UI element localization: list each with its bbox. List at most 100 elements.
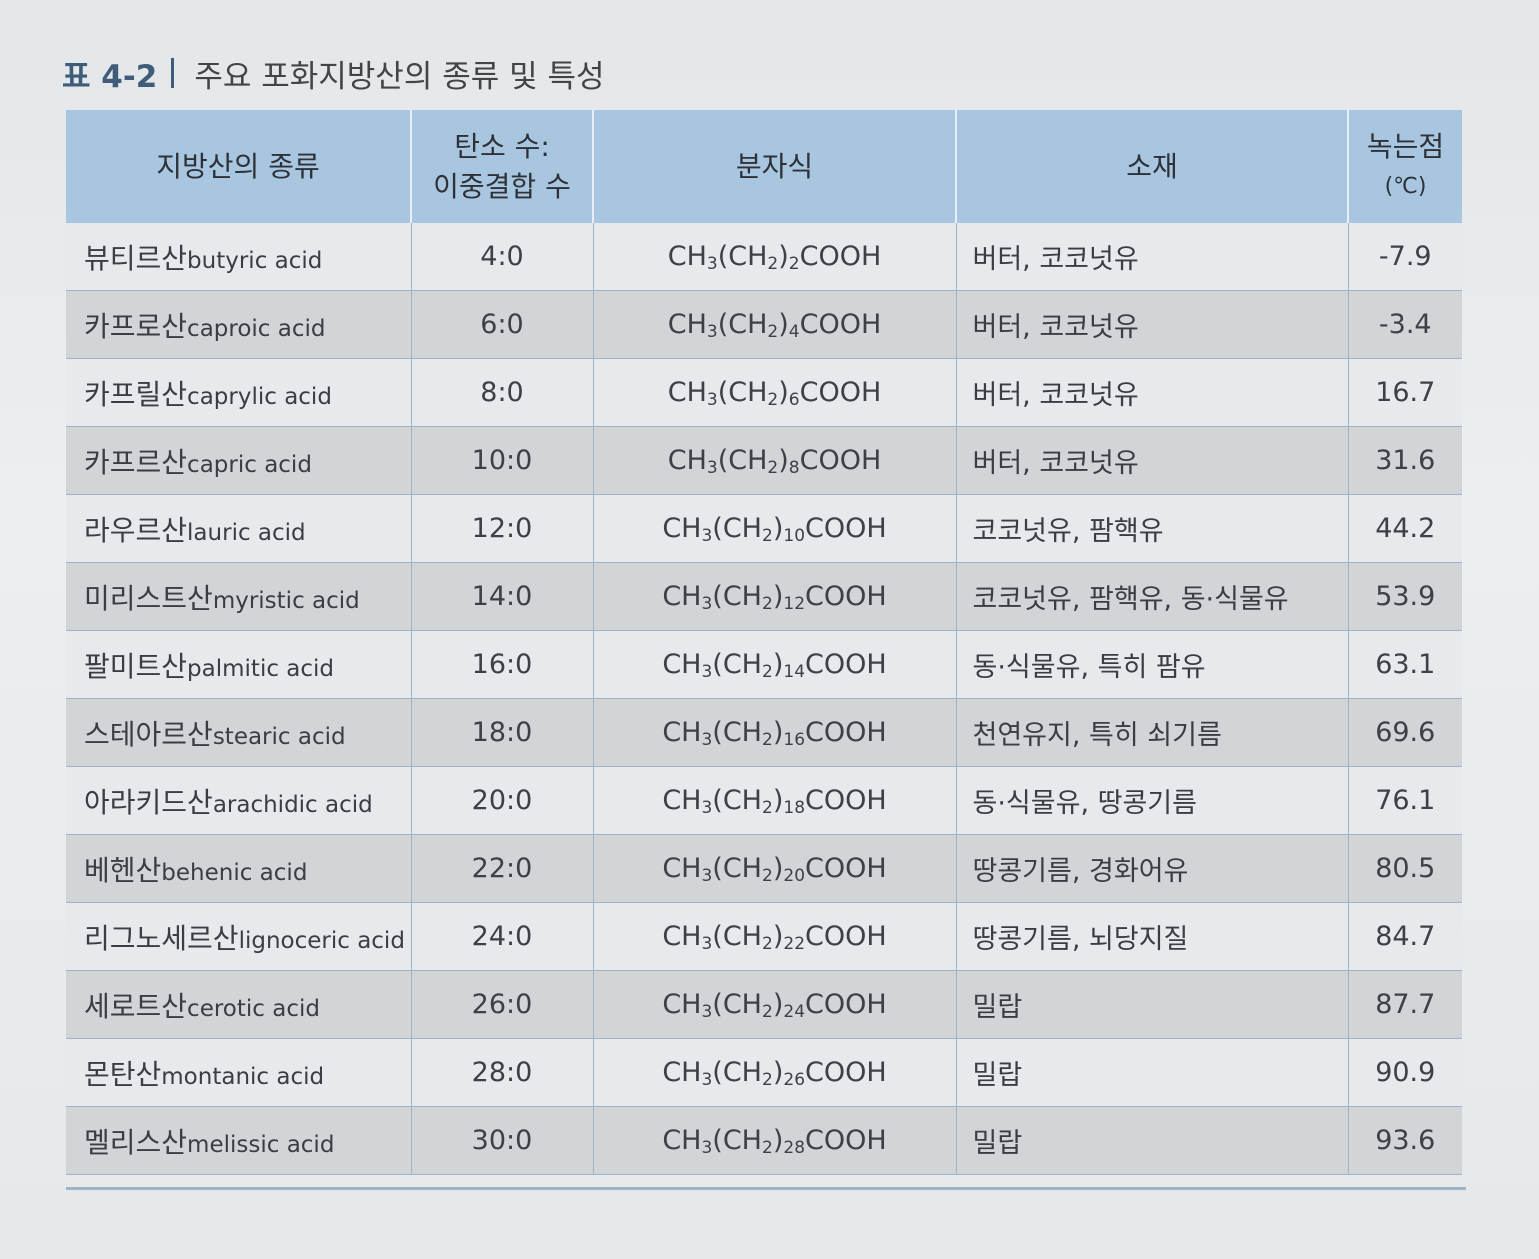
cell-carbon-ratio: 6:0: [411, 290, 594, 359]
table-row: 라우르산lauric acid 12:0 CH3(CH2)10COOH 코코넛유, 팜…: [66, 494, 1462, 563]
table-header-row: 지방산의 종류 탄소 수: 이중결합 수 분자식 소재 녹는점 (℃): [66, 110, 1462, 223]
cell-source: 동·식물유, 특히 팜유: [956, 630, 1349, 699]
acid-english-name: myristic acid: [212, 587, 360, 614]
cell-molecular-formula: CH3(CH2)16COOH: [593, 698, 957, 767]
formula-chain-subscript: 28: [783, 1138, 806, 1158]
formula-chain-subscript: 8: [788, 458, 800, 478]
cell-melting-point: 90.9: [1348, 1038, 1462, 1107]
cell-source: 코코넛유, 팜핵유: [956, 494, 1349, 563]
acid-english-name: butyric acid: [187, 247, 323, 274]
cell-carbon-ratio: 30:0: [411, 1106, 594, 1175]
formula-subscript: 3: [701, 594, 713, 614]
cell-molecular-formula: CH3(CH2)14COOH: [593, 630, 957, 699]
caption-divider: [171, 58, 175, 88]
fatty-acid-table: 지방산의 종류 탄소 수: 이중결합 수 분자식 소재 녹는점 (℃) 뷰티르산…: [66, 110, 1462, 1175]
cell-source: 천연유지, 특히 쇠기름: [956, 698, 1349, 767]
formula-chain-subscript: 10: [783, 526, 806, 546]
formula-chain-subscript: 22: [783, 934, 806, 954]
formula-subscript: 3: [701, 934, 713, 954]
acid-korean-name: 카프로산: [84, 309, 188, 343]
cell-acid-name: 카프르산capric acid: [66, 426, 412, 495]
table-row: 베헨산behenic acid 22:0 CH3(CH2)20COOH 땅콩기름, 경…: [66, 834, 1462, 903]
formula-subscript: 2: [762, 934, 773, 954]
header-melting-point: 녹는점 (℃): [1348, 110, 1462, 223]
header-carbon: 탄소 수: 이중결합 수: [411, 110, 594, 223]
formula-chain-subscript: 4: [788, 322, 800, 342]
cell-molecular-formula: CH3(CH2)2COOH: [593, 223, 957, 291]
formula-subscript: 3: [701, 730, 713, 750]
formula-subscript: 2: [762, 866, 773, 886]
acid-english-name: behenic acid: [161, 859, 308, 886]
cell-melting-point: 84.7: [1348, 902, 1462, 971]
formula-subscript: 2: [767, 390, 779, 410]
cell-melting-point: 31.6: [1348, 426, 1462, 495]
cell-carbon-ratio: 10:0: [411, 426, 594, 495]
formula-subscript: 3: [701, 1002, 713, 1022]
table-row: 아라키드산arachidic acid 20:0 CH3(CH2)18COOH 동·식…: [66, 766, 1462, 835]
cell-carbon-ratio: 14:0: [411, 562, 594, 631]
acid-english-name: palmitic acid: [187, 655, 335, 682]
acid-korean-name: 카프릴산: [84, 377, 188, 411]
cell-molecular-formula: CH3(CH2)12COOH: [593, 562, 957, 631]
table-row: 팔미트산palmitic acid 16:0 CH3(CH2)14COOH 동·식물유…: [66, 630, 1462, 699]
cell-molecular-formula: CH3(CH2)6COOH: [593, 358, 957, 427]
table-row: 멜리스산melissic acid 30:0 CH3(CH2)28COOH 밀랍 93.…: [66, 1106, 1462, 1175]
cell-carbon-ratio: 16:0: [411, 630, 594, 699]
formula-chain-subscript: 14: [783, 662, 806, 682]
cell-carbon-ratio: 18:0: [411, 698, 594, 767]
cell-carbon-ratio: 28:0: [411, 1038, 594, 1107]
formula-subscript: 2: [762, 662, 773, 682]
acid-korean-name: 라우르산: [84, 513, 188, 547]
cell-acid-name: 멜리스산melissic acid: [66, 1106, 412, 1175]
table-title: 주요 포화지방산의 종류 및 특성: [194, 58, 605, 95]
formula-chain-subscript: 12: [783, 594, 806, 614]
cell-source: 땅콩기름, 경화어유: [956, 834, 1349, 903]
cell-acid-name: 카프로산caproic acid: [66, 290, 412, 359]
acid-english-name: caproic acid: [187, 315, 326, 342]
formula-chain-subscript: 16: [783, 730, 806, 750]
cell-acid-name: 미리스트산myristic acid: [66, 562, 412, 631]
table-row: 스테아르산stearic acid 18:0 CH3(CH2)16COOH 천연유지,…: [66, 698, 1462, 767]
acid-korean-name: 베헨산: [84, 853, 162, 887]
formula-subscript: 2: [762, 730, 773, 750]
header-mp-line2: (℃): [1384, 173, 1427, 199]
cell-acid-name: 아라키드산arachidic acid: [66, 766, 412, 835]
formula-subscript: 3: [701, 798, 713, 818]
cell-source: 땅콩기름, 뇌당지질: [956, 902, 1349, 971]
cell-melting-point: 69.6: [1348, 698, 1462, 767]
cell-carbon-ratio: 8:0: [411, 358, 594, 427]
cell-source: 버터, 코코넛유: [956, 426, 1349, 495]
acid-korean-name: 팔미트산: [84, 649, 188, 683]
cell-source: 밀랍: [956, 970, 1349, 1039]
cell-source: 밀랍: [956, 1106, 1349, 1175]
acid-korean-name: 카프르산: [84, 445, 188, 479]
acid-english-name: stearic acid: [212, 723, 346, 750]
table-row: 리그노세르산lignoceric acid 24:0 CH3(CH2)22COOH 땅…: [66, 902, 1462, 971]
cell-melting-point: 93.6: [1348, 1106, 1462, 1175]
formula-chain-subscript: 2: [788, 254, 800, 274]
cell-molecular-formula: CH3(CH2)4COOH: [593, 290, 957, 359]
table-bottom-rule: [66, 1187, 1466, 1190]
cell-molecular-formula: CH3(CH2)24COOH: [593, 970, 957, 1039]
formula-subscript: 2: [762, 1138, 773, 1158]
formula-subscript: 3: [706, 254, 718, 274]
header-carbon-line2: 이중결합 수: [433, 169, 571, 203]
formula-subscript: 2: [762, 594, 773, 614]
formula-subscript: 3: [706, 322, 718, 342]
cell-melting-point: 44.2: [1348, 494, 1462, 563]
table-body: 뷰티르산butyric acid 4:0 CH3(CH2)2COOH 버터, 코코넛유…: [66, 223, 1462, 1175]
table-row: 카프릴산caprylic acid 8:0 CH3(CH2)6COOH 버터, 코코넛…: [66, 358, 1462, 427]
acid-english-name: lauric acid: [187, 519, 306, 546]
cell-melting-point: 76.1: [1348, 766, 1462, 835]
table-caption: 표 4-2 주요 포화지방산의 종류 및 특성: [62, 48, 605, 98]
table-row: 뷰티르산butyric acid 4:0 CH3(CH2)2COOH 버터, 코코넛유…: [66, 223, 1462, 291]
acid-english-name: arachidic acid: [212, 791, 373, 818]
cell-melting-point: -7.9: [1348, 223, 1462, 291]
header-formula: 분자식: [593, 110, 957, 223]
cell-carbon-ratio: 20:0: [411, 766, 594, 835]
formula-subscript: 2: [767, 254, 779, 274]
cell-melting-point: 80.5: [1348, 834, 1462, 903]
cell-acid-name: 뷰티르산butyric acid: [66, 223, 412, 291]
acid-english-name: montanic acid: [161, 1063, 325, 1090]
